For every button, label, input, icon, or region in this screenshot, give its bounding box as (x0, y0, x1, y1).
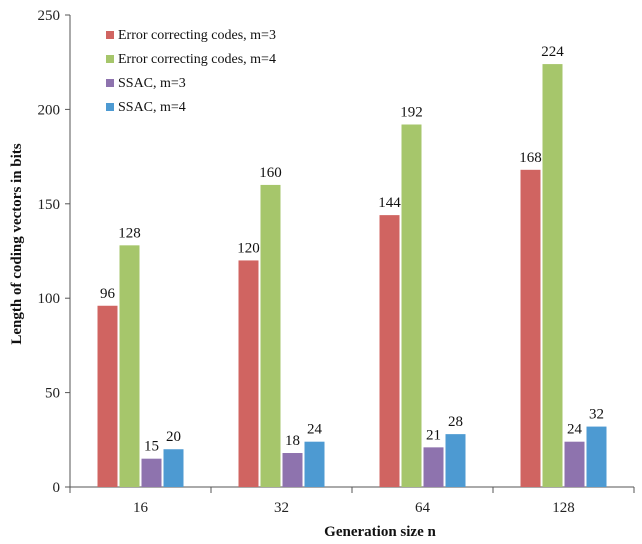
y-tick-label: 0 (53, 480, 61, 496)
bar (141, 458, 162, 487)
data-label: 24 (567, 422, 583, 438)
bar (401, 124, 422, 487)
bar (260, 184, 281, 488)
legend: Error correcting codes, m=3 Error correct… (106, 28, 276, 115)
bar (564, 441, 585, 487)
y-axis: 0 50 100 150 200 250 (38, 8, 71, 496)
x-tick-label: 32 (274, 500, 289, 516)
legend-swatch (106, 103, 114, 111)
legend-label: Error correcting codes, m=3 (118, 28, 276, 43)
bar (282, 453, 303, 487)
data-label: 120 (237, 240, 260, 256)
y-tick-label: 100 (38, 291, 61, 307)
legend-label: Error correcting codes, m=4 (118, 52, 276, 67)
legend-swatch (106, 79, 114, 87)
y-tick-label: 50 (45, 386, 60, 402)
legend-label: SSAC, m=4 (118, 100, 186, 115)
data-label: 128 (118, 225, 141, 241)
bar (119, 245, 140, 487)
data-label: 144 (378, 195, 401, 211)
bar (379, 215, 400, 488)
y-tick-label: 250 (38, 8, 61, 24)
data-label: 168 (519, 150, 542, 166)
data-label: 160 (259, 165, 282, 181)
bar (163, 449, 184, 487)
bar (586, 426, 607, 487)
bars (97, 64, 607, 488)
y-tick-label: 200 (38, 102, 61, 118)
data-label: 20 (166, 429, 181, 445)
bar (445, 434, 466, 487)
bar (97, 305, 118, 487)
data-label: 96 (100, 286, 116, 302)
data-label: 192 (400, 105, 423, 121)
data-label: 18 (285, 433, 300, 449)
x-tick-label: 64 (415, 500, 431, 516)
data-labels: 96 128 15 20 120 160 18 24 144 192 21 28 168 224 24 32 (100, 44, 604, 455)
data-label: 32 (589, 407, 604, 423)
data-label: 24 (307, 422, 323, 438)
legend-label: SSAC, m=3 (118, 76, 186, 91)
x-tick-label: 16 (133, 500, 149, 516)
data-label: 15 (144, 439, 159, 455)
data-label: 28 (448, 414, 463, 430)
bar (304, 441, 325, 487)
bar (520, 169, 541, 488)
data-label: 224 (541, 44, 564, 60)
bar (423, 447, 444, 487)
x-tick-label: 128 (552, 500, 575, 516)
legend-swatch (106, 31, 114, 39)
bar (542, 64, 563, 487)
legend-swatch (106, 55, 114, 63)
y-tick-label: 150 (38, 197, 61, 213)
y-axis-title: Length of coding vectors in bits (9, 143, 25, 344)
x-axis: 16 32 64 128 (69, 486, 635, 516)
data-label: 21 (426, 427, 441, 443)
x-axis-title: Generation size n (324, 524, 436, 540)
bar (238, 260, 259, 487)
